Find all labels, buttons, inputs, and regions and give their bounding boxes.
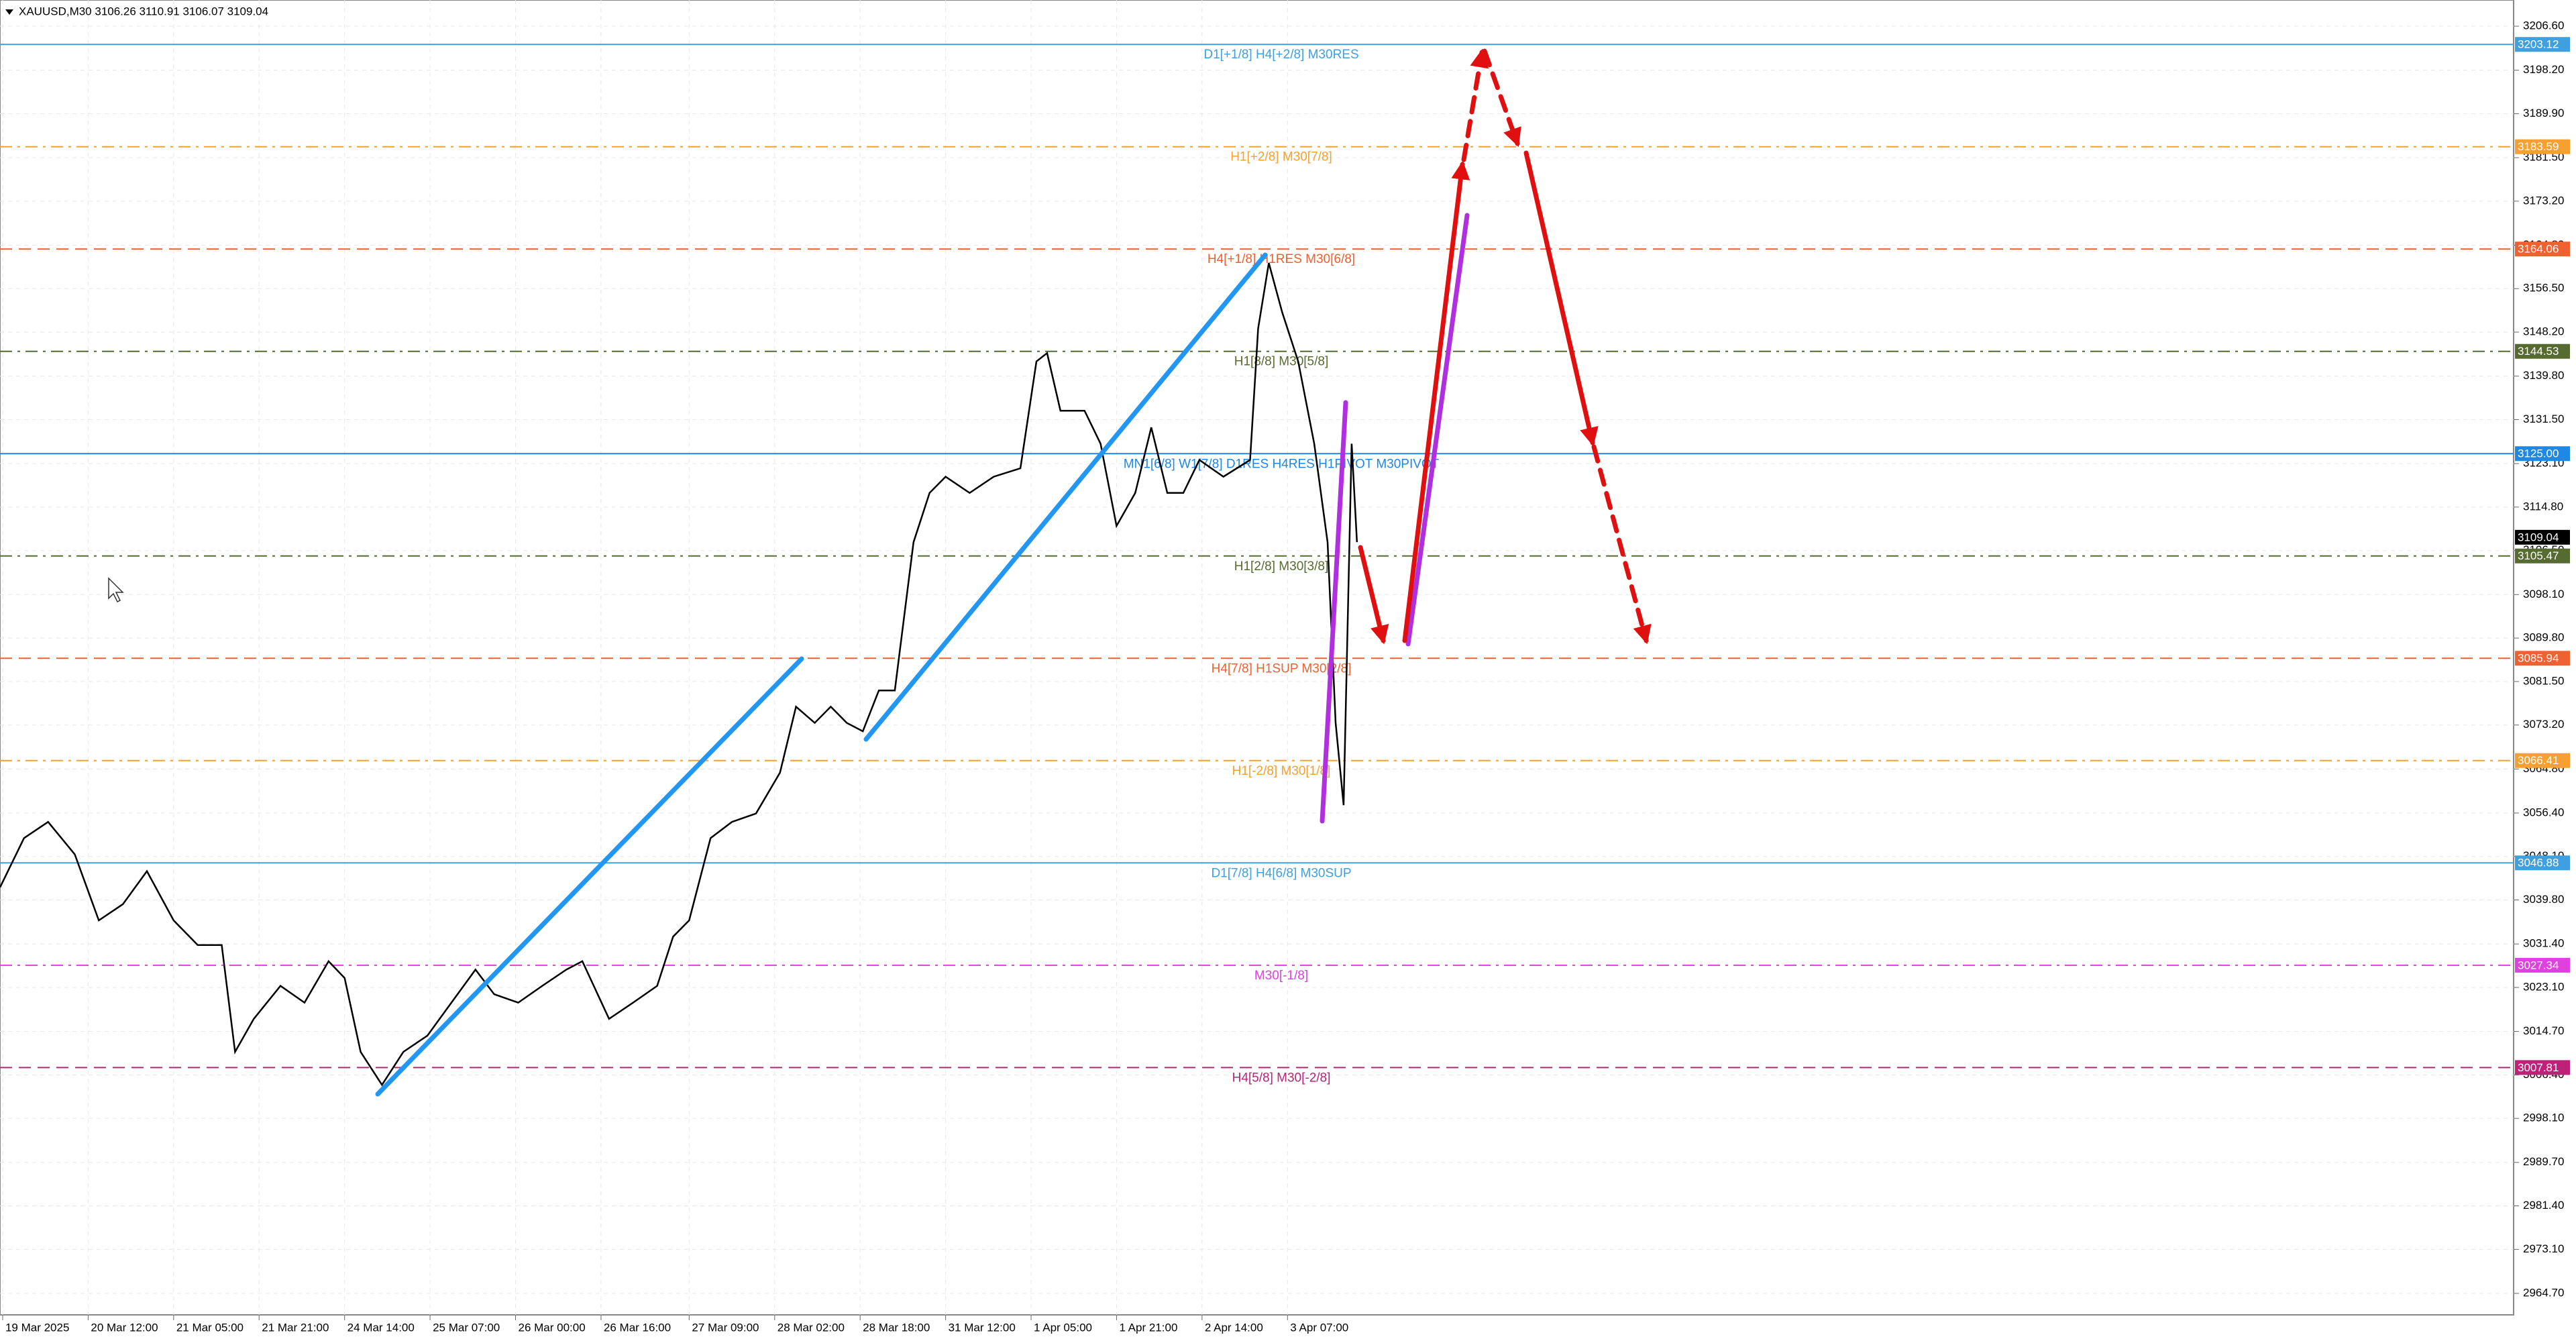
level-label: H4[7/8] H1SUP M30[2/8] [1212, 661, 1352, 676]
level-tag [2515, 37, 2570, 52]
level-tag-label: 3007.81 [2518, 1061, 2559, 1074]
x-tick-label: 19 Mar 2025 [5, 1321, 69, 1334]
x-tick-label: 25 Mar 07:00 [433, 1321, 500, 1334]
channel-line [1405, 213, 1470, 647]
last-price-tag [2515, 529, 2570, 545]
x-tick-label: 21 Mar 05:00 [176, 1321, 244, 1334]
level-label: H1[8/8] M30[5/8] [1234, 355, 1328, 369]
x-tick-label: 26 Mar 00:00 [519, 1321, 586, 1334]
x-tick-label: 3 Apr 07:00 [1290, 1321, 1348, 1334]
header-icon [5, 9, 13, 15]
annotations [375, 48, 1652, 1097]
y-tick-label: 3206.60 [2523, 19, 2564, 32]
level-tag-label: 3046.88 [2518, 857, 2559, 869]
x-tick-label: 20 Mar 12:00 [91, 1321, 158, 1334]
price-series [0, 262, 1358, 1087]
level-tag [2515, 446, 2570, 462]
level-tag-label: 3066.41 [2518, 754, 2559, 767]
chart-header: XAUUSD,M30 3106.26 3110.91 3106.07 3109.… [19, 5, 268, 17]
y-tick-label: 3023.10 [2523, 980, 2564, 993]
level-label: D1[7/8] H4[6/8] M30SUP [1211, 866, 1351, 880]
trend-line [375, 656, 804, 1097]
x-tick-label: 31 Mar 12:00 [949, 1321, 1016, 1334]
y-tick-label: 3148.20 [2523, 325, 2564, 338]
y-tick-label: 3073.20 [2523, 718, 2564, 731]
y-tick-label: 3031.40 [2523, 937, 2564, 950]
plot-area [0, 0, 2514, 1316]
arrow [1482, 48, 1521, 148]
x-tick-label: 28 Mar 02:00 [777, 1321, 845, 1334]
x-tick-label: 24 Mar 14:00 [347, 1321, 415, 1334]
y-tick-label: 3198.20 [2523, 63, 2564, 76]
level-label: H1[-2/8] M30[1/8] [1232, 764, 1331, 778]
y-tick-label: 3089.80 [2523, 631, 2564, 644]
level-label: H1[2/8] M30[3/8] [1234, 559, 1328, 574]
y-tick-label: 3131.50 [2523, 413, 2564, 425]
price-line [0, 262, 1358, 1087]
grid [0, 0, 2514, 1315]
level-tag-label: 3085.94 [2518, 652, 2559, 665]
level-tag-label: 3105.47 [2518, 549, 2559, 562]
y-tick-label: 3081.50 [2523, 674, 2564, 687]
y-tick-label: 3098.10 [2523, 588, 2564, 600]
level-label: H4[+1/8] H1RES M30[6/8] [1208, 252, 1355, 266]
y-tick-label: 2964.70 [2523, 1286, 2564, 1299]
x-tick-label: 21 Mar 21:00 [262, 1321, 329, 1334]
level-tag-label: 3144.53 [2518, 345, 2559, 358]
x-tick-label: 28 Mar 18:00 [863, 1321, 930, 1334]
level-tag [2515, 651, 2570, 666]
last-price-label: 3109.04 [2518, 531, 2559, 543]
arrow [1591, 444, 1652, 645]
level-label: MN1[6/8] W1[7/8] D1RES H4RES H1PIVOT M30… [1124, 457, 1440, 471]
level-label: D1[+1/8] H4[+2/8] M30RES [1203, 48, 1358, 62]
level-tag-label: 3125.00 [2518, 447, 2559, 460]
level-tag [2515, 242, 2570, 257]
level-tag [2515, 753, 2570, 768]
y-tick-label: 2973.10 [2523, 1242, 2564, 1255]
y-tick-label: 2981.40 [2523, 1199, 2564, 1212]
level-tag-label: 3183.59 [2518, 140, 2559, 153]
level-tag-label: 3164.06 [2518, 243, 2559, 256]
y-tick-label: 3056.40 [2523, 806, 2564, 818]
x-tick-label: 1 Apr 21:00 [1119, 1321, 1177, 1334]
y-tick-label: 3039.80 [2523, 893, 2564, 906]
level-tag-label: 3027.34 [2518, 959, 2559, 971]
x-tick-label: 27 Mar 09:00 [692, 1321, 759, 1334]
y-tick-label: 3173.20 [2523, 194, 2564, 207]
arrow [1523, 150, 1599, 447]
arrow [1402, 160, 1470, 643]
arrow [1461, 48, 1489, 162]
x-tick-label: 2 Apr 14:00 [1205, 1321, 1263, 1334]
y-tick-label: 3189.90 [2523, 107, 2564, 119]
y-tick-label: 3114.80 [2523, 500, 2563, 513]
level-label: H1[+2/8] M30[7/8] [1230, 150, 1332, 164]
level-label: M30[-1/8] [1254, 969, 1308, 983]
level-tag [2515, 1060, 2570, 1075]
x-tick-label: 26 Mar 16:00 [604, 1321, 671, 1334]
arrow [1358, 545, 1389, 645]
level-tag [2515, 343, 2570, 359]
level-tag [2515, 957, 2570, 973]
price-axis: 3206.603198.203189.903181.503173.203164.… [2, 19, 2570, 1334]
y-tick-label: 3014.70 [2523, 1024, 2564, 1037]
x-tick-label: 1 Apr 05:00 [1034, 1321, 1092, 1334]
level-label: H4[5/8] M30[-2/8] [1232, 1071, 1331, 1085]
y-tick-label: 2998.10 [2523, 1112, 2564, 1124]
level-tag [2515, 139, 2570, 154]
y-tick-label: 2989.70 [2523, 1155, 2564, 1168]
level-tag-label: 3203.12 [2518, 38, 2559, 51]
level-tag [2515, 548, 2570, 564]
channel-line [1320, 400, 1348, 824]
y-tick-label: 3139.80 [2523, 369, 2564, 382]
y-tick-label: 3156.50 [2523, 282, 2564, 294]
mouse-cursor [108, 577, 124, 603]
levels: D1[+1/8] H4[+2/8] M30RES H1[+2/8] M30[7/8… [0, 44, 2514, 1085]
trend-line [863, 252, 1268, 742]
level-tag [2515, 855, 2570, 871]
